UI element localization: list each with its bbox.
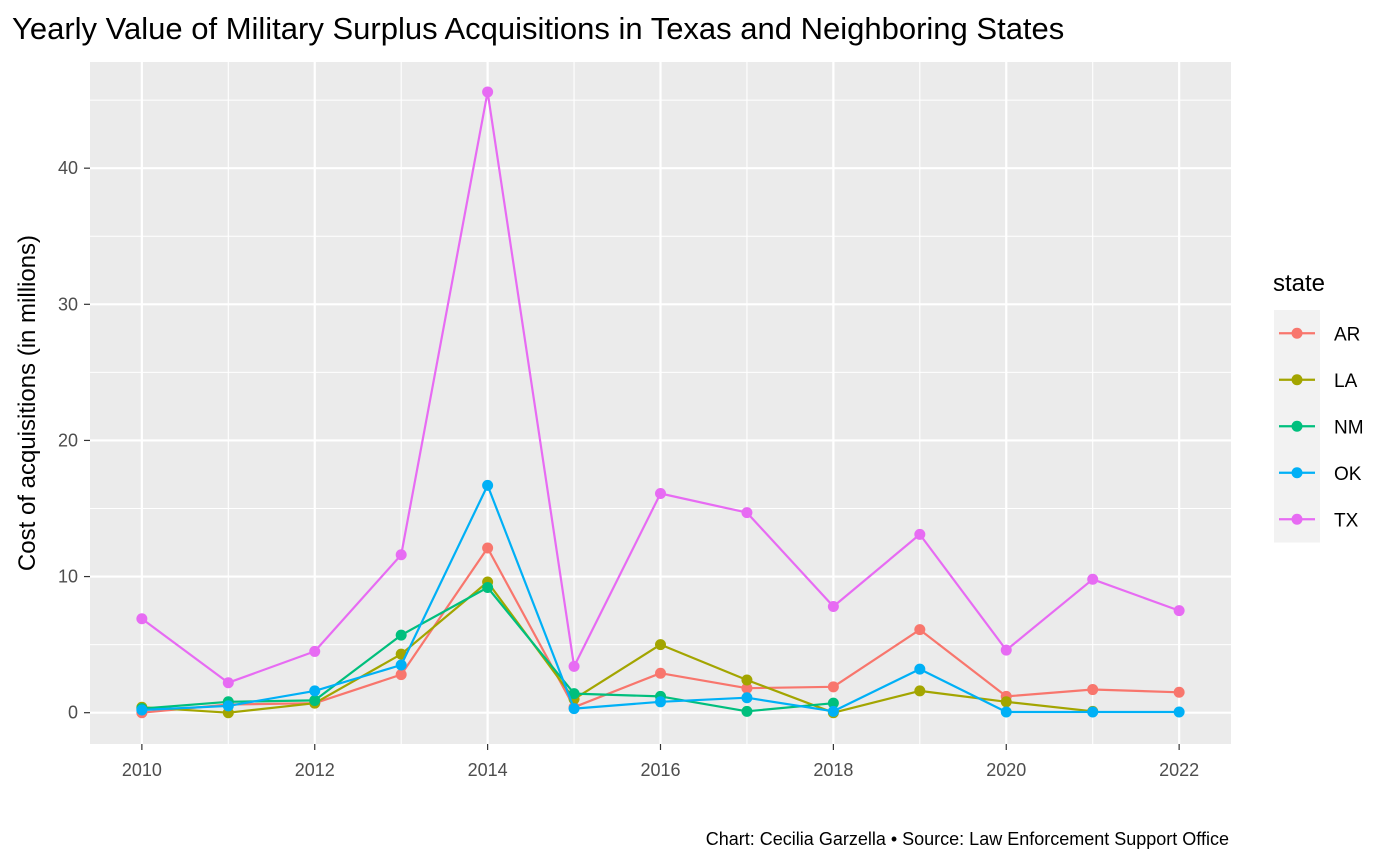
legend-label: TX <box>1334 510 1359 531</box>
legend-key-point <box>1291 374 1303 386</box>
data-point-la <box>655 639 666 651</box>
data-point-tx <box>655 488 666 500</box>
data-point-ok <box>1173 706 1185 718</box>
data-point-ok <box>655 696 666 708</box>
x-axis: 2010 2012 2014 2016 2018 2020 2022 <box>122 744 1199 780</box>
data-point-nm <box>309 694 321 706</box>
data-point-tx <box>1000 644 1012 656</box>
data-point-tx <box>1087 573 1099 585</box>
y-tick-label: 20 <box>58 430 78 450</box>
legend-key-point <box>1291 467 1303 479</box>
legend-label: AR <box>1334 324 1360 345</box>
data-point-ok <box>136 704 148 716</box>
chart-title: Yearly Value of Military Surplus Acquisi… <box>12 11 1064 46</box>
data-point-nm <box>482 581 494 593</box>
y-tick-label: 0 <box>68 703 78 723</box>
x-tick-label: 2020 <box>986 760 1026 780</box>
series-layer <box>136 86 1185 719</box>
data-point-ar <box>1087 684 1099 696</box>
x-tick-label: 2012 <box>295 760 335 780</box>
data-point-tx <box>136 613 148 625</box>
data-point-tx <box>482 86 494 98</box>
legend-item-ok: OK <box>1279 464 1362 485</box>
data-point-ar <box>655 667 666 679</box>
data-point-ok <box>827 705 839 717</box>
data-point-ok <box>914 663 926 675</box>
x-tick-label: 2014 <box>468 760 508 780</box>
legend-key-point <box>1291 420 1303 432</box>
data-point-ok <box>395 659 407 671</box>
y-tick-label: 30 <box>58 294 78 314</box>
data-point-tx <box>914 528 926 540</box>
data-point-tx <box>568 660 580 672</box>
legend-label: NM <box>1334 417 1364 438</box>
x-tick-label: 2010 <box>122 760 162 780</box>
series-ok <box>136 479 1185 718</box>
data-point-ok <box>309 685 321 697</box>
legend-label: OK <box>1334 464 1362 485</box>
x-tick-label: 2018 <box>813 760 853 780</box>
y-tick-label: 10 <box>58 567 78 587</box>
series-line-la <box>141 580 1093 714</box>
data-point-la <box>914 685 926 697</box>
data-point-nm <box>568 688 580 700</box>
data-point-la <box>1000 696 1012 708</box>
data-point-ar <box>741 682 753 694</box>
legend-item-nm: NM <box>1279 417 1364 438</box>
data-point-ok <box>1087 706 1099 718</box>
data-point-la <box>741 674 753 686</box>
legend-title: state <box>1273 270 1325 297</box>
data-point-nm <box>395 629 407 641</box>
data-point-ok <box>741 692 753 704</box>
data-point-tx <box>827 601 839 613</box>
y-axis: 0 10 20 30 40 <box>58 158 90 723</box>
y-axis-title: Cost of acquisitions (in millions) <box>14 235 41 571</box>
legend-item-tx: TX <box>1279 510 1359 531</box>
data-point-ok <box>1000 706 1012 718</box>
data-point-tx <box>1173 605 1185 617</box>
data-point-ar <box>395 669 407 681</box>
legend-key-point <box>1291 327 1303 339</box>
legend-key-point <box>1291 513 1303 525</box>
legend-label: LA <box>1334 371 1358 392</box>
x-tick-label: 2016 <box>640 760 680 780</box>
y-tick-label: 40 <box>58 158 78 178</box>
x-tick-label: 2022 <box>1159 760 1199 780</box>
data-point-nm <box>741 705 753 717</box>
legend: state AR LA NM OK TX <box>1273 270 1364 543</box>
series-tx <box>136 86 1185 689</box>
data-point-tx <box>309 645 321 657</box>
chart-caption: Chart: Cecilia Garzella • Source: Law En… <box>706 829 1229 849</box>
legend-item-la: LA <box>1279 371 1358 392</box>
data-point-ok <box>222 700 234 712</box>
data-point-nm <box>827 697 839 709</box>
data-point-ar <box>1173 686 1185 698</box>
data-point-tx <box>395 549 407 561</box>
data-point-ar <box>914 624 926 636</box>
data-point-ar <box>482 542 494 554</box>
data-point-tx <box>741 507 753 519</box>
data-point-ar <box>827 681 839 693</box>
data-point-ok <box>482 479 494 491</box>
data-point-tx <box>222 677 234 689</box>
data-point-ok <box>568 703 580 715</box>
legend-item-ar: AR <box>1279 324 1360 345</box>
